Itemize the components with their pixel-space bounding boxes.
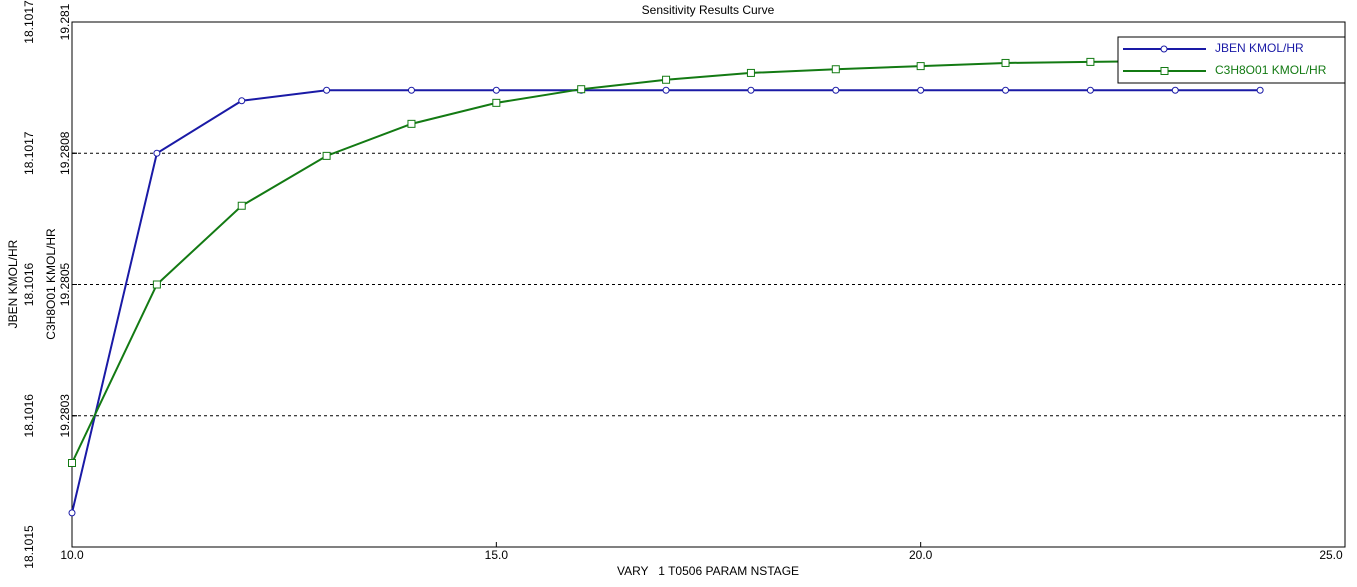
y2-tick-label: 19.281 xyxy=(58,3,72,40)
x-tick-label: 10.0 xyxy=(60,548,84,562)
data-point xyxy=(662,86,670,94)
y-tick-label: 18.1016 xyxy=(22,262,36,306)
data-point xyxy=(492,86,500,94)
data-point xyxy=(917,86,925,94)
data-point xyxy=(407,86,415,94)
legend-marker xyxy=(1160,45,1168,53)
legend-marker xyxy=(1160,67,1169,75)
data-point xyxy=(832,86,840,94)
y-axis-label: JBEN KMOL/HR xyxy=(6,239,20,328)
x-tick-label: 15.0 xyxy=(485,548,509,562)
y-tick-label: 18.1017 xyxy=(22,0,36,44)
data-point xyxy=(1086,57,1095,66)
y-tick-label: 18.1015 xyxy=(22,525,36,569)
x-tick-label: 25.0 xyxy=(1319,548,1343,562)
data-point xyxy=(237,201,246,210)
data-point xyxy=(1171,86,1179,94)
y2-axis-label: C3H8O01 KMOL/HR xyxy=(44,228,58,340)
data-point xyxy=(662,75,671,84)
data-point xyxy=(747,86,755,94)
y2-tick-label: 19.2803 xyxy=(58,394,72,438)
data-point xyxy=(1086,86,1094,94)
data-point xyxy=(152,280,161,289)
data-point xyxy=(153,149,161,157)
y-tick-label: 18.1016 xyxy=(22,394,36,438)
y2-tick-label: 19.2805 xyxy=(58,262,72,306)
data-point xyxy=(407,119,416,128)
data-point xyxy=(322,151,331,160)
x-axis-label: VARY 1 T0506 PARAM NSTAGE xyxy=(617,564,799,578)
legend-box xyxy=(1117,36,1346,84)
data-point xyxy=(831,65,840,74)
series-line xyxy=(71,58,1261,464)
y2-tick-label: 19.2808 xyxy=(58,131,72,175)
data-point xyxy=(1002,86,1010,94)
legend-label: JBEN KMOL/HR xyxy=(1215,41,1304,55)
data-point xyxy=(492,98,501,107)
data-point xyxy=(916,62,925,71)
data-point xyxy=(1256,86,1264,94)
data-point xyxy=(68,509,76,517)
y-tick-label: 18.1017 xyxy=(22,131,36,175)
x-tick-label: 20.0 xyxy=(909,548,933,562)
data-point xyxy=(323,86,331,94)
data-point xyxy=(68,459,76,467)
legend-label: C3H8O01 KMOL/HR xyxy=(1215,63,1327,77)
data-point xyxy=(1001,58,1010,67)
data-point xyxy=(577,85,586,94)
data-point xyxy=(746,68,755,77)
chart-title: Sensitivity Results Curve xyxy=(642,3,775,17)
data-point xyxy=(238,97,246,105)
